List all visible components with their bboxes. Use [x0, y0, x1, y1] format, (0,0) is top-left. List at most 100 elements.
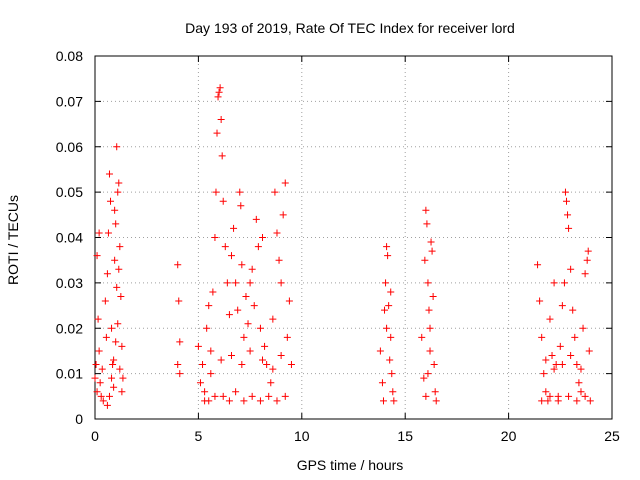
axis-ticks: [94, 55, 613, 420]
data-point: [99, 397, 107, 405]
x-tick-label: 5: [195, 428, 203, 444]
x-tick-label: 20: [501, 428, 517, 444]
data-point: [219, 197, 227, 205]
data-point: [573, 361, 581, 369]
data-point: [536, 297, 544, 305]
data-point: [111, 256, 119, 264]
x-tick-label: 10: [294, 428, 310, 444]
data-point: [565, 392, 573, 400]
data-point: [581, 270, 589, 278]
data-point: [376, 347, 384, 355]
grid-lines: [95, 56, 612, 419]
data-point: [275, 256, 283, 264]
y-tick-label: 0.06: [56, 139, 83, 155]
data-point: [196, 379, 204, 387]
data-point: [246, 279, 254, 287]
data-point: [211, 234, 219, 241]
data-point: [579, 324, 587, 332]
data-point: [212, 188, 220, 196]
data-point: [227, 252, 235, 260]
data-point: [199, 361, 207, 369]
data-point: [103, 270, 111, 278]
data-point: [561, 188, 569, 196]
data-point: [111, 206, 119, 214]
data-point: [108, 324, 116, 332]
data-point: [107, 197, 115, 205]
data-point: [114, 188, 122, 196]
data-point: [273, 229, 281, 237]
data-point: [546, 315, 554, 323]
data-point: [207, 347, 215, 355]
data-point: [96, 379, 104, 387]
data-point: [383, 324, 391, 332]
data-point: [429, 292, 437, 300]
data-point: [573, 397, 581, 405]
data-point: [263, 361, 271, 369]
data-point: [118, 342, 126, 350]
data-point: [542, 356, 550, 364]
data-point: [238, 361, 246, 369]
data-point: [548, 351, 556, 359]
data-point: [214, 93, 222, 101]
y-axis-label: ROTI / TECUs: [5, 195, 21, 285]
data-point: [105, 392, 113, 400]
data-point: [217, 116, 225, 124]
data-point: [237, 202, 245, 210]
data-point: [577, 365, 585, 373]
data-point: [558, 361, 566, 369]
data-point: [98, 365, 106, 373]
data-point: [542, 388, 550, 396]
data-point: [97, 392, 105, 400]
data-point: [560, 279, 568, 287]
data-point: [550, 365, 558, 373]
data-point: [259, 234, 267, 241]
y-tick-label: 0.07: [56, 93, 83, 109]
data-point: [552, 361, 560, 369]
data-point: [556, 342, 564, 350]
data-point: [112, 338, 120, 346]
data-point: [381, 306, 389, 314]
data-point: [540, 370, 548, 378]
data-point: [225, 311, 233, 319]
data-point: [203, 324, 211, 332]
data-point: [256, 324, 264, 332]
data-point: [92, 361, 100, 369]
data-point: [232, 388, 240, 396]
data-point: [283, 333, 291, 341]
y-tick-label: 0.04: [56, 230, 83, 246]
x-tick-labels: 0 5 10 15 20 25: [91, 428, 620, 444]
data-point: [426, 347, 434, 355]
y-tick-labels: 0 0.01 0.02 0.03 0.04 0.05 0.06 0.07 0.08: [56, 48, 83, 427]
data-point: [252, 215, 260, 223]
data-point: [426, 324, 434, 332]
y-tick-label: 0: [75, 411, 83, 427]
data-point: [546, 392, 554, 400]
data-point: [428, 247, 436, 255]
data-point: [234, 306, 242, 314]
y-tick-label: 0.08: [56, 48, 83, 64]
data-point: [259, 356, 267, 364]
data-point: [205, 397, 213, 405]
data-point: [101, 297, 109, 305]
data-point: [581, 392, 589, 400]
data-point: [250, 302, 258, 310]
data-point: [425, 306, 433, 314]
data-point: [558, 302, 566, 310]
data-point: [271, 188, 279, 196]
data-point: [273, 397, 281, 405]
data-point: [116, 365, 124, 373]
data-point: [176, 338, 184, 346]
data-point: [174, 261, 182, 269]
data-point: [418, 333, 426, 341]
data-point: [108, 374, 116, 382]
data-point: [567, 265, 575, 273]
data-point: [116, 243, 124, 251]
data-point: [223, 279, 231, 287]
data-point: [422, 206, 430, 214]
data-point: [114, 320, 122, 328]
data-point: [388, 370, 396, 378]
data-point: [585, 347, 593, 355]
data-point: [534, 261, 542, 269]
data-point: [563, 197, 571, 205]
